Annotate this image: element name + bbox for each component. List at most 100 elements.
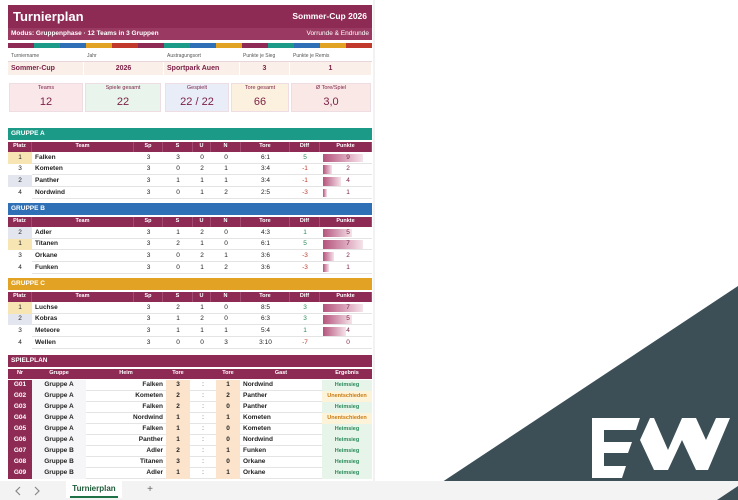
cell: Gruppe A: [32, 380, 86, 391]
cell: G02: [8, 391, 32, 402]
cell: Falken: [142, 381, 163, 389]
column-header: S: [163, 217, 193, 227]
diff: -3: [302, 188, 308, 196]
table-row: [8, 227, 372, 239]
diff: -3: [302, 251, 308, 259]
points: 7: [346, 240, 350, 248]
cell: :: [202, 447, 204, 455]
cell: 0: [176, 338, 180, 346]
cell: G04: [8, 413, 32, 424]
table-row: [8, 302, 372, 314]
cell: 3: [146, 176, 151, 184]
sheet-tab[interactable]: Turnierplan: [72, 484, 116, 493]
cell: Gruppe A: [32, 424, 86, 435]
tab-prev[interactable]: [15, 486, 21, 496]
cell: 0: [216, 457, 240, 468]
cell: 3: [176, 153, 180, 161]
group-band: GRUPPE B: [8, 203, 372, 215]
info-value: 2026: [84, 62, 164, 75]
cell: 2:5: [260, 188, 271, 196]
cell: 2: [166, 446, 190, 457]
cell: G03: [8, 402, 32, 413]
diff: -7: [302, 338, 308, 346]
stat-box: [85, 83, 161, 112]
cell: Nordwind: [133, 414, 163, 422]
corner-triangle-edge: [717, 486, 738, 500]
stat-label: Tore gesamt: [244, 85, 276, 92]
color-stripe: [346, 43, 372, 48]
stat-value: 3,0: [323, 96, 339, 108]
add-sheet[interactable]: +: [147, 483, 153, 495]
cell: 3: [146, 153, 151, 161]
rank: 3: [8, 325, 32, 338]
tab-next[interactable]: [34, 486, 40, 496]
team: Luchse: [35, 303, 58, 311]
cell: 1: [200, 176, 204, 184]
active-tab[interactable]: [66, 481, 122, 498]
rank: 2: [8, 175, 32, 188]
stat-label: Ø Tore/Spiel: [315, 85, 347, 92]
cell: Gruppe A: [32, 435, 86, 446]
info-label: Turniername: [8, 52, 84, 62]
diff: 5: [303, 240, 307, 248]
points-bar: [323, 263, 329, 273]
cell: Adler: [146, 447, 163, 455]
column-header: N: [211, 142, 241, 152]
rank: 1: [8, 302, 32, 314]
cell: 2: [200, 228, 204, 236]
cell: 3: [146, 251, 151, 259]
color-stripe: [112, 43, 138, 48]
cell: 0: [176, 165, 180, 173]
cell: 3: [224, 338, 228, 346]
column-header: Tore: [166, 369, 190, 379]
team: Kobras: [35, 315, 58, 323]
event: Sommer-Cup 2026: [292, 11, 367, 22]
cell: Gruppe A: [32, 402, 86, 413]
color-stripe: [320, 43, 346, 48]
cell: 2: [176, 240, 180, 248]
points-bar: [323, 228, 352, 238]
column-header: Punkte: [320, 292, 372, 302]
points: 0: [346, 338, 350, 346]
points: 2: [346, 165, 350, 173]
corner-triangle: [415, 286, 738, 500]
stat-box: [165, 83, 229, 112]
cell: Gruppe A: [32, 391, 86, 402]
cell: Nordwind: [243, 436, 273, 444]
cell: Panther: [243, 392, 268, 400]
column-header: [190, 369, 216, 379]
cell: G07: [8, 446, 32, 457]
cell: 3: [166, 457, 190, 468]
rank: 4: [8, 187, 32, 199]
column-header: Platz: [8, 217, 32, 227]
table-row: [8, 457, 372, 468]
column-header: Team: [32, 142, 134, 152]
cell: :: [202, 392, 204, 400]
cell: 1: [224, 176, 228, 184]
cell: 0: [176, 188, 180, 196]
cell: 1: [200, 263, 204, 271]
column-header: S: [163, 142, 193, 152]
info-value: Sommer-Cup: [8, 62, 84, 75]
table-row: [8, 175, 372, 188]
cell: 1: [216, 380, 240, 391]
cell: 1: [166, 468, 190, 479]
stat-value: 66: [253, 96, 267, 108]
cell: 0: [224, 315, 228, 323]
cell: Unentschieden: [322, 413, 372, 424]
cell: 0: [224, 240, 228, 248]
mode-band: [8, 28, 372, 40]
cell: :: [202, 425, 204, 433]
diff: 3: [303, 303, 307, 311]
points: 7: [346, 303, 350, 311]
column-header: Team: [32, 217, 134, 227]
cell: 0: [176, 263, 180, 271]
rank: 2: [8, 227, 32, 239]
column-header: Tore: [241, 292, 290, 302]
cell: Panther: [243, 403, 268, 411]
points: 1: [346, 188, 350, 196]
team: Nordwind: [35, 188, 65, 196]
table-row: [8, 239, 372, 251]
stat-box: [291, 83, 371, 112]
